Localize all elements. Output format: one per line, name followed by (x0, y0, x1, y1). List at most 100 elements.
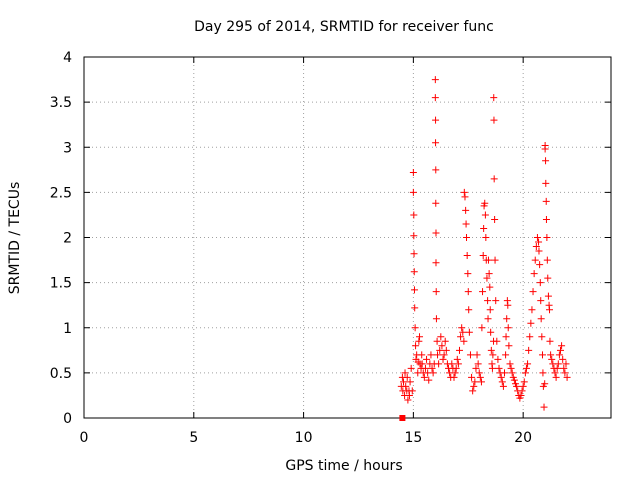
data-point (517, 391, 525, 399)
data-point (519, 382, 527, 390)
data-point (542, 197, 550, 205)
data-point (538, 351, 546, 359)
data-point (432, 259, 440, 267)
data-point (506, 360, 514, 368)
data-point (442, 346, 450, 354)
data-point (537, 297, 545, 305)
data-point (540, 403, 548, 411)
data-point (539, 369, 547, 377)
data-point (521, 369, 529, 377)
data-point (535, 238, 543, 246)
data-point (440, 351, 448, 359)
data-point (480, 224, 488, 232)
data-point (406, 378, 414, 386)
data-point (453, 355, 461, 363)
data-point (425, 376, 433, 384)
data-point (464, 270, 472, 278)
data-point (465, 306, 473, 314)
data-point (409, 169, 417, 177)
y-tick-label: 3.5 (50, 95, 72, 111)
data-point (450, 373, 458, 381)
data-point (548, 355, 556, 363)
data-point (520, 378, 528, 386)
y-tick-label: 2 (63, 231, 72, 247)
data-point (427, 351, 435, 359)
data-point (432, 166, 440, 174)
data-point-square (399, 415, 406, 421)
data-point (461, 193, 469, 201)
data-point (476, 373, 484, 381)
data-point (474, 360, 482, 368)
data-point (473, 351, 481, 359)
data-point (462, 220, 470, 228)
data-point (551, 369, 559, 377)
data-point (487, 346, 495, 354)
data-point (465, 328, 473, 336)
data-point (452, 364, 460, 372)
data-point (489, 351, 497, 359)
data-point (490, 116, 498, 124)
data-point (433, 337, 441, 345)
data-point (401, 369, 409, 377)
data-point (522, 364, 530, 372)
data-point (503, 315, 511, 323)
data-point (423, 355, 431, 363)
data-point (410, 211, 418, 219)
data-point (536, 261, 544, 269)
data-point (487, 328, 495, 336)
data-point (435, 360, 443, 368)
data-point (418, 360, 426, 368)
data-point (434, 351, 442, 359)
data-point (438, 342, 446, 350)
data-point (542, 215, 550, 223)
data-point (502, 351, 510, 359)
x-tick-label: 20 (514, 430, 532, 446)
data-point (541, 380, 549, 388)
data-point (460, 337, 468, 345)
data-point (460, 188, 468, 196)
data-point (478, 324, 486, 332)
data-point (526, 333, 534, 341)
data-point (505, 342, 513, 350)
data-point (538, 333, 546, 341)
data-point (462, 206, 470, 214)
axis-ticks: 0 5 10 15 20 0 0.5 1 1.5 2 2.5 3 3.5 4 (50, 50, 611, 446)
data-point (404, 396, 412, 404)
data-point (414, 358, 422, 366)
data-point (507, 364, 515, 372)
data-point (475, 369, 483, 377)
data-point (544, 274, 552, 282)
data-point (560, 364, 568, 372)
y-tick-label: 4 (63, 50, 72, 66)
data-point (528, 306, 536, 314)
data-point (555, 351, 563, 359)
y-tick-label: 0.5 (50, 366, 72, 382)
x-axis-label: GPS time / hours (285, 458, 402, 474)
data-point (563, 373, 571, 381)
data-point (486, 306, 494, 314)
data-point (482, 234, 490, 241)
data-point (502, 333, 510, 341)
data-point (559, 355, 567, 363)
data-point (546, 337, 554, 345)
data-point (432, 315, 440, 323)
data-point (531, 256, 539, 264)
data-point (504, 324, 512, 332)
data-point (416, 333, 424, 341)
data-point (529, 288, 537, 296)
data-point (518, 387, 526, 395)
data-point (455, 346, 463, 354)
data-point (490, 94, 498, 102)
data-point (469, 387, 477, 395)
data-point (543, 234, 551, 241)
y-axis-label: SRMTID / TECUs (7, 182, 23, 295)
data-point (437, 333, 445, 341)
data-point (483, 274, 491, 282)
data-point (436, 346, 444, 354)
data-point (407, 364, 415, 372)
data-point (410, 268, 418, 276)
x-tick-label: 15 (404, 430, 422, 446)
data-point (410, 250, 418, 258)
